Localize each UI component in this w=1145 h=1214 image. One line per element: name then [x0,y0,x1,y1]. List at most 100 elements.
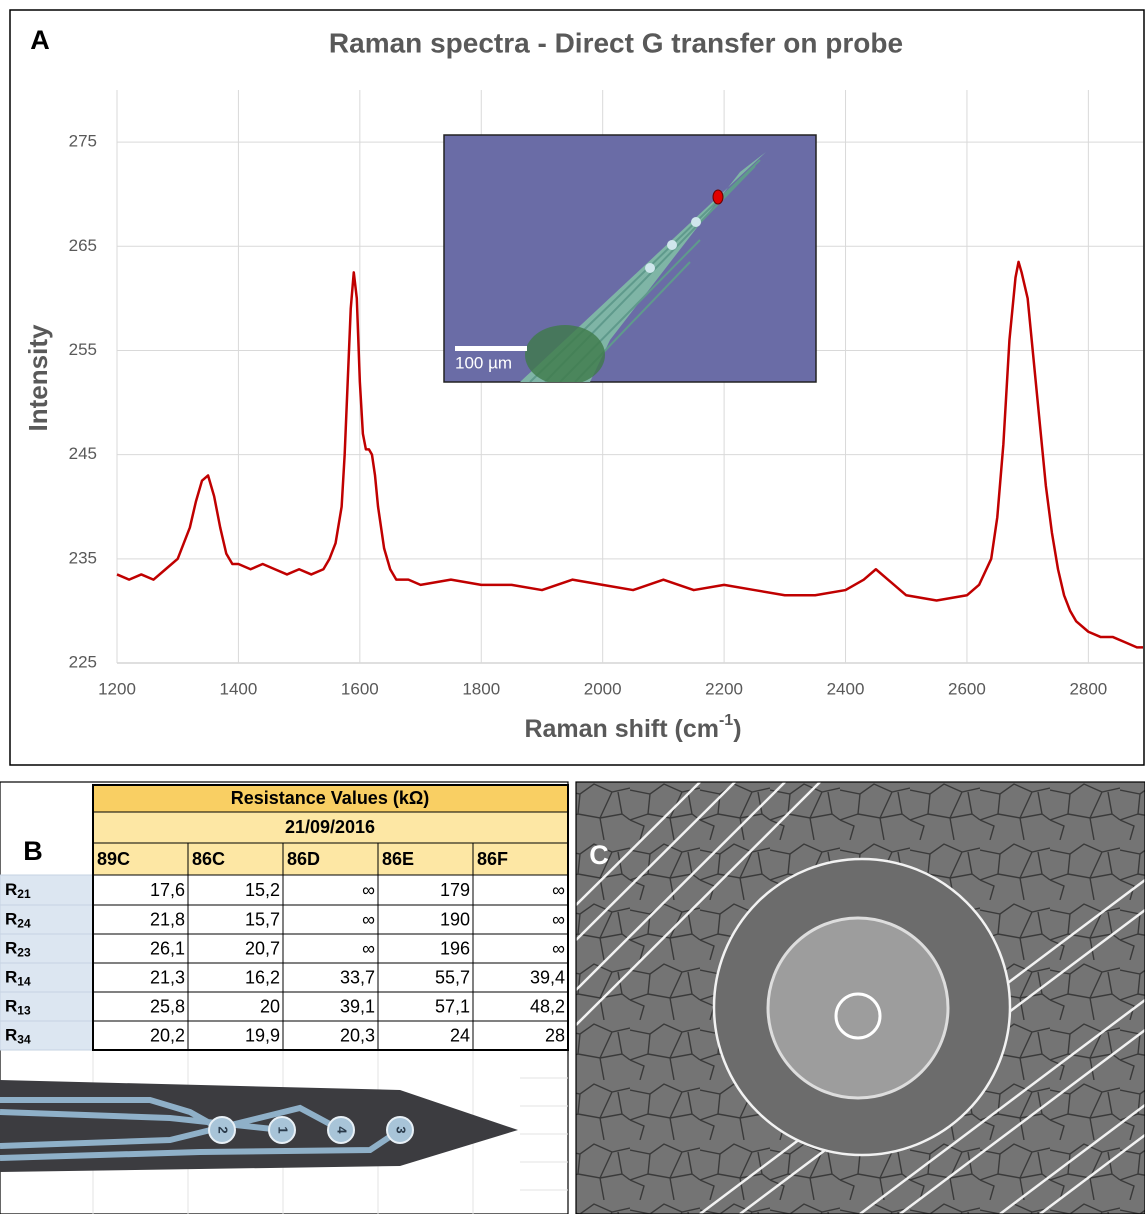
x-tick-label: 2400 [827,679,865,698]
row-header-letter: R [5,1026,17,1045]
row-header: R34 [5,1026,31,1047]
table-value: 39,1 [340,996,375,1016]
column-header: 89C [97,849,130,869]
table-value: 20,7 [245,938,280,958]
panel-label: C [589,840,609,870]
row-header: R14 [5,968,31,989]
table-value: 55,7 [435,967,470,987]
table-cell [187,874,284,906]
table-cell [187,904,284,935]
x-axis-label-text: Raman shift (cm [524,715,718,743]
table-cell [472,904,569,935]
table-value: 179 [440,880,470,900]
table-value: 28 [545,1025,565,1045]
table-cell [282,933,379,964]
table-value: 16,2 [245,967,280,987]
table-cell [92,991,189,1022]
x-tick-label: 1800 [462,679,500,698]
row-header: R23 [5,939,31,960]
x-tick-label: 1400 [220,679,258,698]
probe-pad-label: 3 [394,1126,409,1133]
row-header-sub: 34 [17,1033,31,1047]
header-cell [92,811,569,844]
table-cell [187,962,284,993]
column-header: 86F [477,849,508,869]
table-date: 21/09/2016 [285,817,375,837]
row-header-letter: R [5,997,17,1016]
y-tick-label: 245 [69,444,97,463]
row-header-letter: R [5,880,17,899]
table-value: ∞ [362,880,375,900]
table-cell [92,874,189,906]
row-header-sub: 13 [17,1004,31,1018]
panel-a-frame [9,9,1145,766]
table-title: Resistance Values (kΩ) [231,788,430,808]
y-tick-label: 235 [69,548,97,567]
table-value: 48,2 [530,996,565,1016]
table-value: 21,3 [150,967,185,987]
table-value: 15,7 [245,909,280,929]
x-tick-label: 2000 [584,679,622,698]
table-value: 17,6 [150,880,185,900]
table-cell [282,1020,379,1051]
x-axis-label: Raman shift (cm-1) [524,712,741,742]
table-value: 57,1 [435,996,470,1016]
table-cell [377,874,474,906]
table-cell [282,962,379,993]
y-tick-label: 275 [69,132,97,151]
probe-pad-label: 2 [216,1126,231,1133]
column-header-cell [472,842,569,876]
table-value: 190 [440,909,470,929]
row-header: R24 [5,910,31,931]
probe-pad [208,1116,236,1144]
panel-c-frame [575,781,1145,1214]
table-value: 15,2 [245,880,280,900]
row-header-sub: 14 [17,975,31,989]
inset-image: 100 µm [443,134,817,383]
row-header: R13 [5,997,31,1018]
table-value: 24 [450,1025,470,1045]
row-header-letter: R [5,910,17,929]
row-header-letter: R [5,939,17,958]
table-value: 20 [260,996,280,1016]
column-header: 86E [382,849,414,869]
x-tick-label: 2800 [1069,679,1107,698]
table-outline [92,784,569,1051]
y-tick-label: 255 [69,340,97,359]
table-value: ∞ [552,909,565,929]
row-header-cell [0,962,94,993]
x-tick-label: 1200 [98,679,136,698]
row-header-sub: 23 [17,946,31,960]
sem-image [576,782,1145,1214]
table-cell [282,991,379,1022]
column-header: 86C [192,849,225,869]
panel-label: B [23,836,43,866]
row-header-sub: 21 [17,887,31,901]
table-value: 19,9 [245,1025,280,1045]
table-cell [377,933,474,964]
row-header-letter: R [5,968,17,987]
table-value: 196 [440,938,470,958]
y-tick-label: 265 [69,236,97,255]
row-header-cell [0,991,94,1022]
table-value: 20,2 [150,1025,185,1045]
table-value: 21,8 [150,909,185,929]
table-cell [472,991,569,1022]
y-tick-label: 225 [69,652,97,671]
table-cell [377,991,474,1022]
chart-title: Raman spectra - Direct G transfer on pro… [329,27,903,58]
x-tick-label: 2200 [705,679,743,698]
table-value: ∞ [552,938,565,958]
x-axis-label-end: ) [733,715,741,743]
x-axis-label-sup: -1 [719,712,733,729]
column-header-cell [92,842,189,876]
table-value: 39,4 [530,967,565,987]
table-value: ∞ [552,880,565,900]
table-cell [92,1020,189,1051]
probe-pad [327,1116,355,1144]
panel-label: A [30,25,50,55]
row-header-sub: 24 [17,917,31,931]
probe-pad [386,1116,414,1144]
table-cell [92,962,189,993]
